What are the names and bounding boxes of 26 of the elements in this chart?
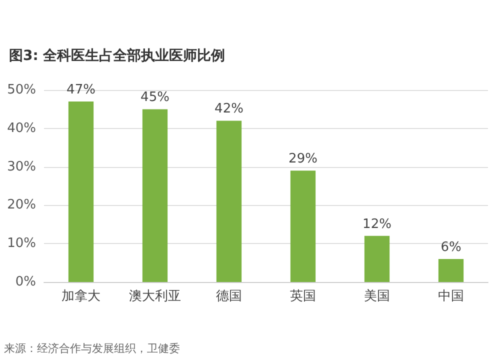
y-tick-label: 40% (7, 120, 36, 136)
x-tick-label: 澳大利亚 (129, 289, 181, 304)
x-tick-label: 中国 (438, 289, 464, 304)
data-label: 12% (362, 216, 392, 232)
x-tick-label: 英国 (290, 289, 316, 304)
source-note: 来源：经济合作与发展组织，卫健委 (4, 342, 180, 355)
x-tick-label: 德国 (216, 289, 242, 304)
bar (68, 102, 94, 282)
bar (142, 109, 168, 282)
x-tick-label: 美国 (364, 288, 390, 304)
bar (216, 120, 242, 282)
y-tick-label: 50% (7, 82, 36, 98)
y-tick-label: 30% (7, 159, 36, 174)
data-label: 47% (66, 82, 96, 98)
y-tick-label: 10% (7, 236, 36, 252)
data-label: 29% (288, 152, 318, 167)
data-label: 45% (140, 90, 170, 106)
data-label: 42% (214, 102, 244, 117)
bar (438, 258, 464, 282)
x-tick-label: 加拿大 (62, 289, 100, 304)
bar (290, 170, 316, 282)
chart-title: 图3: 全科医生占全部执业医师比例 (9, 47, 226, 64)
y-tick-label: 0% (15, 274, 36, 290)
data-label: 6% (440, 240, 462, 255)
y-tick-label: 20% (7, 198, 36, 213)
bar (364, 236, 390, 282)
